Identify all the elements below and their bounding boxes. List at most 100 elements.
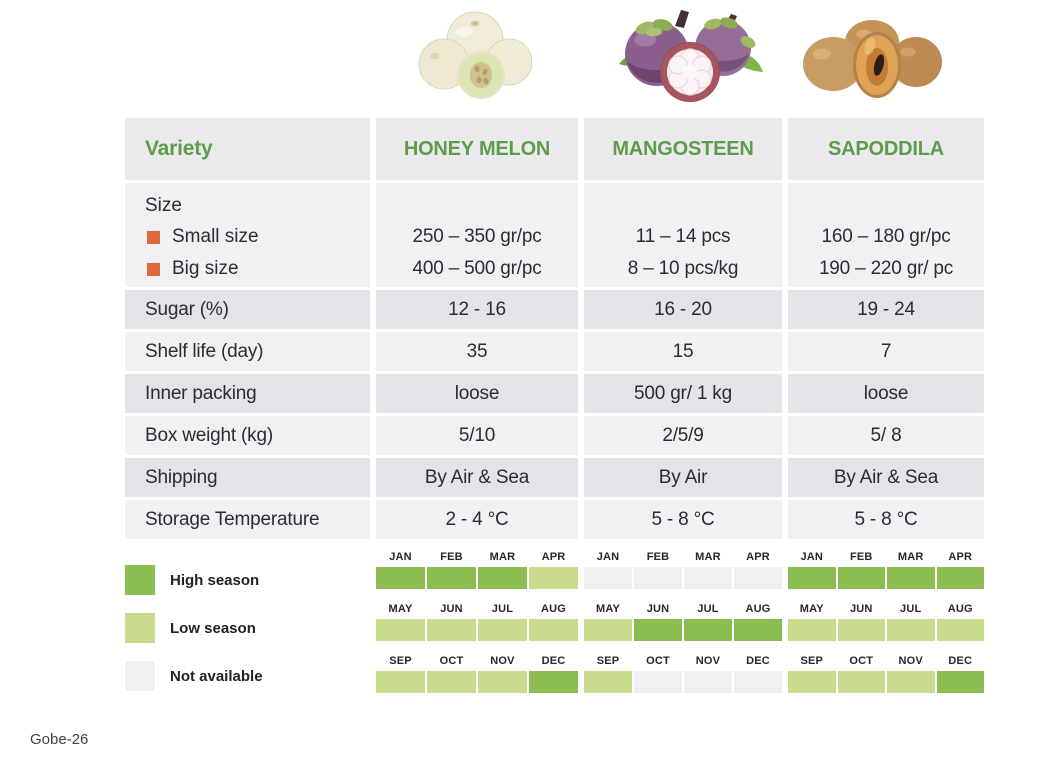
small-size-label: Small size: [172, 226, 259, 247]
product-table: Variety HONEY MELON MANGOSTEEN SAPODDILA…: [125, 118, 984, 539]
season-cell-mar: [478, 567, 527, 589]
month-label-apr: APR: [541, 551, 566, 563]
season-cell-feb: [634, 567, 682, 589]
not-available-swatch-icon: [125, 661, 155, 691]
season-cell-oct: [634, 671, 682, 693]
month-label-jan: JAN: [800, 551, 824, 563]
season-cell-jun: [427, 619, 476, 641]
season-cell-nov: [478, 671, 527, 693]
season-cell-sep: [788, 671, 836, 693]
high-season-swatch-icon: [125, 565, 155, 595]
sugar-honey-melon: 12 - 16: [376, 290, 578, 329]
season-cell-sep: [376, 671, 425, 693]
month-label-aug: AUG: [947, 603, 973, 615]
shipping-label: Shipping: [125, 458, 370, 497]
season-cell-apr: [936, 567, 984, 589]
big-size-item: Big size: [145, 253, 239, 285]
small-size-item: Small size: [145, 221, 259, 253]
month-label-feb: FEB: [646, 551, 670, 563]
inner-packing-sapoddila: loose: [788, 374, 984, 413]
size-row: Size Small size Big size 250 – 350 gr/pc…: [125, 183, 984, 287]
month-label-nov: NOV: [695, 655, 721, 667]
big-size-label: Big size: [172, 258, 239, 279]
size-cell-mangosteen: 11 – 14 pcs 8 – 10 pcs/kg: [584, 183, 782, 287]
season-cell-dec: [734, 671, 782, 693]
inner-packing-row: Inner packing loose 500 gr/ 1 kg loose: [125, 374, 984, 413]
orange-square-bullet-icon: [147, 262, 160, 276]
month-label-feb: FEB: [849, 551, 873, 563]
mangosteen-image: [619, 10, 763, 102]
size-small-value: 250 – 350 gr/pc: [412, 226, 542, 247]
month-label-mar: MAR: [695, 551, 721, 563]
month-label-mar: MAR: [897, 551, 924, 563]
storage-temperature-row: Storage Temperature 2 - 4 °C 5 - 8 °C 5 …: [125, 500, 984, 539]
shipping-mangosteen: By Air: [584, 458, 782, 497]
month-label-jan: JAN: [596, 551, 620, 563]
shelf-life-honey-melon: 35: [376, 332, 578, 371]
season-cell-nov: [684, 671, 732, 693]
storage-temperature-mangosteen: 5 - 8 °C: [584, 500, 782, 539]
month-label-dec: DEC: [746, 655, 770, 667]
season-cell-mar: [684, 567, 732, 589]
not-available-label: Not available: [170, 667, 263, 685]
size-big-value: 400 – 500 gr/pc: [412, 258, 542, 279]
month-label-mar: MAR: [489, 551, 516, 563]
size-big-value: 8 – 10 pcs/kg: [627, 258, 739, 279]
season-legend: High season Low season Not available: [125, 550, 370, 709]
storage-temperature-honey-melon: 2 - 4 °C: [376, 500, 578, 539]
size-small-value: 11 – 14 pcs: [635, 226, 731, 247]
inner-packing-honey-melon: loose: [376, 374, 578, 413]
size-cell-sapoddila: 160 – 180 gr/pc 190 – 220 gr/ pc: [788, 183, 984, 287]
orange-square-bullet-icon: [147, 230, 160, 244]
season-cell-jan: [376, 567, 425, 589]
box-weight-label: Box weight (kg): [125, 416, 370, 455]
legend-item-not-available: Not available: [125, 661, 370, 691]
season-cell-jan: [584, 567, 632, 589]
storage-temperature-label: Storage Temperature: [125, 500, 370, 539]
sugar-sapoddila: 19 - 24: [788, 290, 984, 329]
legend-item-low-season: Low season: [125, 613, 370, 643]
season-cell-aug: [529, 619, 578, 641]
box-weight-mangosteen: 2/5/9: [584, 416, 782, 455]
month-label-sep: SEP: [800, 655, 824, 667]
size-small-value: 160 – 180 gr/pc: [821, 226, 951, 247]
calendar-honey-melon: JAN FEB MAR APR MAY JUN JUL AUG SEP OCT NOV DEC: [376, 550, 578, 709]
column-header-mangosteen: MANGOSTEEN: [584, 118, 782, 180]
low-season-swatch-icon: [125, 613, 155, 643]
month-label-oct: OCT: [849, 655, 874, 667]
page-footer: Gobe-26: [30, 731, 89, 748]
box-weight-row: Box weight (kg) 5/10 2/5/9 5/ 8: [125, 416, 984, 455]
month-label-oct: OCT: [439, 655, 464, 667]
season-cell-oct: [427, 671, 476, 693]
box-weight-honey-melon: 5/10: [376, 416, 578, 455]
month-label-apr: APR: [948, 551, 973, 563]
shelf-life-row: Shelf life (day) 35 15 7: [125, 332, 984, 371]
season-cell-jun: [634, 619, 682, 641]
month-label-sep: SEP: [596, 655, 620, 667]
inner-packing-label: Inner packing: [125, 374, 370, 413]
shelf-life-label: Shelf life (day): [125, 332, 370, 371]
season-cell-feb: [427, 567, 476, 589]
column-header-sapoddila: SAPODDILA: [788, 118, 984, 180]
honey-melon-image: [418, 11, 532, 99]
sugar-row: Sugar (%) 12 - 16 16 - 20 19 - 24: [125, 290, 984, 329]
shelf-life-sapoddila: 7: [788, 332, 984, 371]
column-header-honey-melon: HONEY MELON: [376, 118, 578, 180]
storage-temperature-sapoddila: 5 - 8 °C: [788, 500, 984, 539]
season-cell-jan: [788, 567, 836, 589]
low-season-label: Low season: [170, 619, 256, 637]
shipping-honey-melon: By Air & Sea: [376, 458, 578, 497]
season-cell-may: [788, 619, 836, 641]
month-label-jul: JUL: [491, 603, 514, 615]
season-cell-aug: [936, 619, 984, 641]
month-label-jun: JUN: [440, 603, 463, 615]
season-cell-apr: [529, 567, 578, 589]
season-cell-jul: [684, 619, 732, 641]
inner-packing-mangosteen: 500 gr/ 1 kg: [584, 374, 782, 413]
month-label-jul: JUL: [900, 603, 922, 615]
season-cell-may: [584, 619, 632, 641]
month-label-nov: NOV: [898, 655, 923, 667]
month-label-oct: OCT: [646, 655, 670, 667]
month-label-jun: JUN: [646, 603, 670, 615]
season-cell-jun: [837, 619, 885, 641]
